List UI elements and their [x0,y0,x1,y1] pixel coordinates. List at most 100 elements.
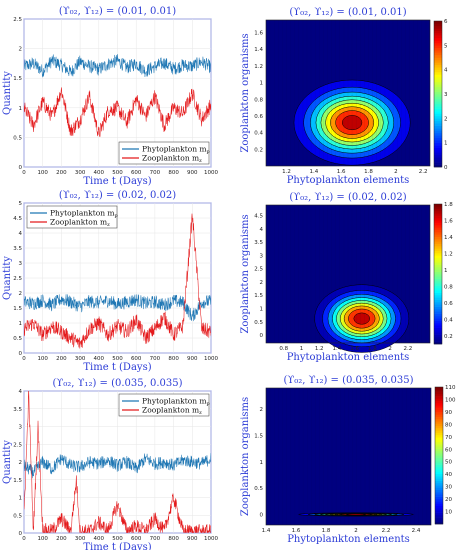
plot-area [265,387,432,526]
y-axis-label: Zooplankton organisms [240,397,251,516]
line-chart-3: 0 100 200 300 400 500 600 700 800 900 1000 0 0.5 1 1.5… [2,190,218,373]
x-tick-label: 300 [75,356,86,362]
colorbar-segment [434,290,442,293]
y-axis-label: Quantity [2,440,13,484]
colorbar-segment [434,218,442,221]
colorbar-segment [434,292,442,296]
x-tick-label: 600 [131,170,142,176]
colorbar-segment [434,262,442,265]
y-tick-label: 5 [19,201,23,207]
colorbar-segment [435,494,443,497]
colorbar-segment [434,33,442,36]
chart-title: (ϒ₀₂, ϒ₁₂) = (0.01, 0.01) [289,7,406,18]
colorbar-segment [435,409,443,413]
colorbar-segment [434,57,442,61]
x-tick-label: 1.8 [364,169,373,175]
colorbar: 0 1 2 3 4 5 6 [433,19,448,171]
line-chart-5: 0 100 200 300 400 500 600 700 800 900 1000 0 0.5 1 1.5… [2,378,218,550]
colorbar-segment [434,81,442,85]
colorbar-segment [434,302,442,305]
colorbar-segment [434,255,442,258]
x-tick-label: 2.4 [412,528,421,534]
legend-box [26,205,118,229]
colorbar-segment [434,269,442,272]
colorbar-segment [434,108,442,112]
y-tick-label: 2 [19,291,23,297]
colorbar-tick-label: 60 [445,447,452,453]
x-tick-label: 500 [112,356,123,362]
colorbar-tick-label: 3 [444,92,448,98]
colorbar-segment [434,76,442,80]
colorbar-segment [434,250,442,254]
x-tick-label: 1.2 [282,169,291,175]
colorbar-segment [434,274,442,277]
colorbar-tick-label: 1.8 [444,202,453,208]
colorbar-segment [434,25,442,29]
colorbar-segment [434,74,442,78]
colorbar-segment [435,496,443,500]
colorbar-segment [435,450,443,454]
y-tick-label: 2 [19,460,23,466]
y-tick-label: 0.4 [254,131,263,137]
colorbar-segment [434,278,442,282]
y-tick-label: 2 [19,47,23,53]
colorbar-segment [435,485,443,488]
x-tick-label: 700 [150,170,161,176]
colorbar-segment [435,517,443,520]
y-tick-label: 4.5 [254,214,263,220]
colorbar-segment [434,38,442,41]
x-tick-label: 1.8 [368,346,377,352]
colorbar-segment [434,28,442,32]
colorbar-segment [435,430,443,433]
colorbar-segment [434,311,442,314]
colorbar-segment [434,241,442,244]
colorbar-segment [434,113,442,117]
x-tick-label: 2.2 [382,528,391,534]
colorbar-segment [435,473,443,477]
colorbar-segment [434,55,442,58]
y-tick-label: 0 [19,165,23,171]
y-tick-label: 0.5 [254,320,263,326]
colorbar-segment [435,478,443,481]
colorbar-segment [434,125,442,129]
colorbar: 0.2 0.4 0.6 0.8 1 1.2 1.4 1.6 1.8 [433,202,453,345]
x-tick-label: 200 [56,536,67,542]
colorbar-segment [434,147,442,151]
colorbar-segment [435,512,443,516]
y-tick-label: 1 [19,496,23,502]
colorbar-segment [434,267,442,270]
colorbar-segment [434,118,442,122]
colorbar-segment [435,400,443,404]
x-tick-label: 800 [168,356,179,362]
series-line-phytoplankton [24,294,211,322]
colorbar-segment [434,89,442,92]
y-tick-label: 3.5 [254,240,263,246]
series-line-zooplankton [24,391,211,533]
x-tick-label: 2.2 [403,346,412,352]
legend-label: Zooplankton mz [50,218,110,229]
legend-label: Phytoplankton mp [142,397,210,408]
x-tick-label: 0.8 [279,346,288,352]
colorbar-tick-label: 40 [445,472,452,478]
y-tick-label: 2 [260,280,264,286]
colorbar-segment [434,271,442,275]
colorbar-segment [434,248,442,251]
colorbar-segment [434,142,442,146]
chart-title: (ϒ₀₂, ϒ₁₂) = (0.02, 0.02) [59,190,176,201]
colorbar-segment [434,84,442,87]
x-tick-label: 900 [187,536,198,542]
y-tick-label: 0.2 [254,147,263,153]
y-tick-label: 1.6 [254,31,263,37]
colorbar: 10 20 30 40 50 60 70 80 90 100 110 [434,385,456,525]
y-tick-label: 4 [260,227,264,233]
y-tick-label: 0.5 [13,513,22,519]
colorbar-segment [435,466,443,470]
colorbar-segment [434,157,442,160]
colorbar-segment [434,23,442,27]
colorbar-segment [435,446,443,449]
colorbar-segment [434,62,442,66]
colorbar-segment [434,42,442,46]
colorbar-segment [434,227,442,230]
colorbar-segment [434,222,442,226]
